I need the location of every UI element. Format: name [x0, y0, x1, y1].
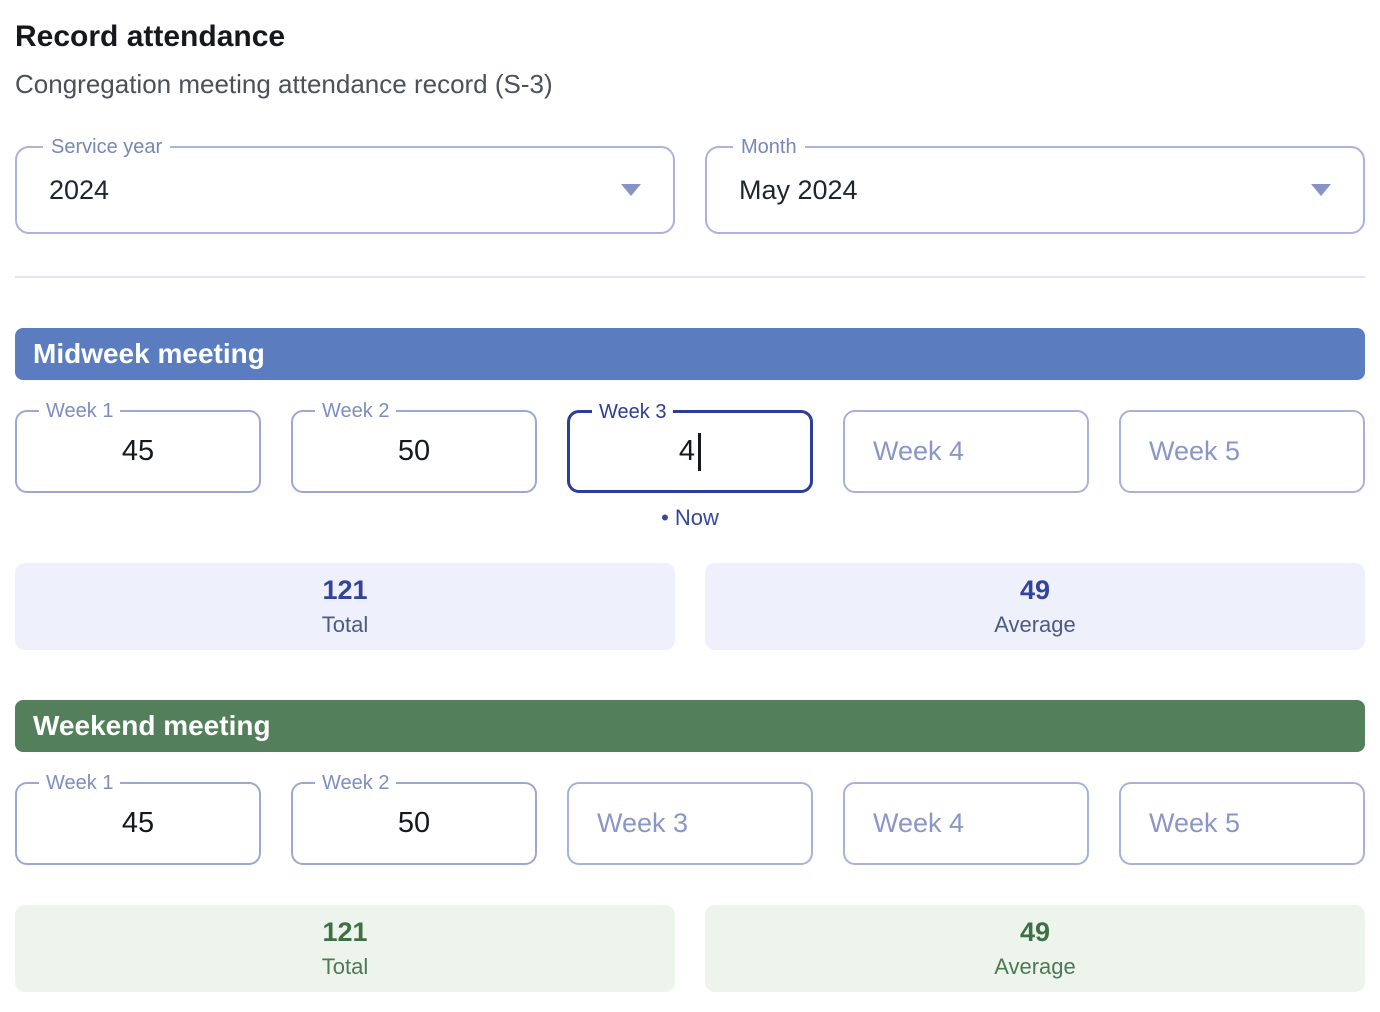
- weekend-week-4-input[interactable]: Week 4: [843, 782, 1089, 865]
- week-cell: Week 4: [843, 782, 1089, 865]
- weekend-week-1-input[interactable]: Week 1 45: [15, 772, 261, 865]
- service-year-value: 2024: [49, 174, 110, 205]
- filters-row: Service year 2024 Month May 2024: [15, 135, 1365, 234]
- page-title: Record attendance: [15, 20, 286, 53]
- midweek-section: Midweek meeting Week 1 45 Week 2 50 Week…: [15, 328, 1365, 650]
- weekend-section-header: Weekend meeting: [15, 700, 1365, 752]
- month-label: Month: [733, 135, 805, 159]
- weekend-week-2-input[interactable]: Week 2 50: [291, 772, 537, 865]
- midweek-average-card: 49 Average: [705, 563, 1365, 650]
- week-cell: Week 5: [1119, 410, 1365, 493]
- week-input-label: Week 1: [39, 772, 121, 794]
- month-select[interactable]: Month May 2024: [705, 135, 1365, 234]
- week-input-label: Week 4: [873, 808, 965, 838]
- service-year-select[interactable]: Service year 2024: [15, 135, 675, 234]
- weekend-summary-row: 121 Total 49 Average: [15, 905, 1365, 992]
- week-input-label: Week 5: [1149, 436, 1241, 466]
- week-cell: Week 4: [843, 410, 1089, 493]
- midweek-section-header: Midweek meeting: [15, 328, 1365, 380]
- midweek-week-3-input[interactable]: Week 3 4: [567, 401, 813, 493]
- week-input-label: Week 2: [315, 772, 397, 794]
- week-input-label: Week 4: [873, 436, 965, 466]
- week-input-value: 4: [570, 413, 810, 490]
- total-value: 121: [322, 575, 368, 605]
- now-indicator: • Now: [661, 505, 719, 530]
- total-value: 121: [322, 917, 368, 947]
- weekend-section: Weekend meeting Week 1 45 Week 2 50 Week…: [15, 700, 1365, 992]
- week-cell: Week 1 45: [15, 772, 261, 865]
- week-input-value: 50: [397, 807, 431, 839]
- weekend-weeks-row: Week 1 45 Week 2 50 Week 3 Week 4: [15, 772, 1365, 865]
- weekend-week-3-input[interactable]: Week 3: [567, 782, 813, 865]
- midweek-week-5-input[interactable]: Week 5: [1119, 410, 1365, 493]
- week-input-label: Week 3: [592, 401, 674, 423]
- week-cell: Week 3 4 • Now: [567, 401, 813, 530]
- week-cell: Week 3: [567, 782, 813, 865]
- average-value: 49: [1019, 575, 1051, 605]
- average-label: Average: [994, 612, 1076, 637]
- average-value: 49: [1019, 917, 1051, 947]
- week-input-value: 45: [121, 807, 155, 839]
- midweek-total-card: 121 Total: [15, 563, 675, 650]
- week-cell: Week 1 45: [15, 400, 261, 493]
- midweek-week-4-input[interactable]: Week 4: [843, 410, 1089, 493]
- weekend-week-5-input[interactable]: Week 5: [1119, 782, 1365, 865]
- total-label: Total: [321, 612, 369, 637]
- weekend-average-card: 49 Average: [705, 905, 1365, 992]
- midweek-summary-row: 121 Total 49 Average: [15, 563, 1365, 650]
- week-input-label: Week 5: [1149, 808, 1241, 838]
- text-cursor: [698, 432, 702, 471]
- week-cell: Week 5: [1119, 782, 1365, 865]
- average-label: Average: [994, 954, 1076, 979]
- week-input-label: Week 3: [597, 808, 689, 838]
- chevron-down-icon: [1311, 184, 1331, 196]
- midweek-week-2-input[interactable]: Week 2 50: [291, 400, 537, 493]
- chevron-down-icon: [621, 184, 641, 196]
- week-input-value: 45: [121, 435, 155, 467]
- weekend-total-card: 121 Total: [15, 905, 675, 992]
- service-year-label: Service year: [43, 135, 171, 159]
- month-value: May 2024: [739, 174, 858, 205]
- week-input-label: Week 1: [39, 400, 121, 422]
- midweek-week-1-input[interactable]: Week 1 45: [15, 400, 261, 493]
- week-cell: Week 2 50: [291, 772, 537, 865]
- divider: [15, 276, 1365, 278]
- week-cell: Week 2 50: [291, 400, 537, 493]
- page-subtitle: Congregation meeting attendance record (…: [15, 69, 553, 99]
- week-input-value: 50: [397, 435, 431, 467]
- week-input-label: Week 2: [315, 400, 397, 422]
- total-label: Total: [321, 954, 369, 979]
- midweek-weeks-row: Week 1 45 Week 2 50 Week 3 4 • Now W: [15, 400, 1365, 530]
